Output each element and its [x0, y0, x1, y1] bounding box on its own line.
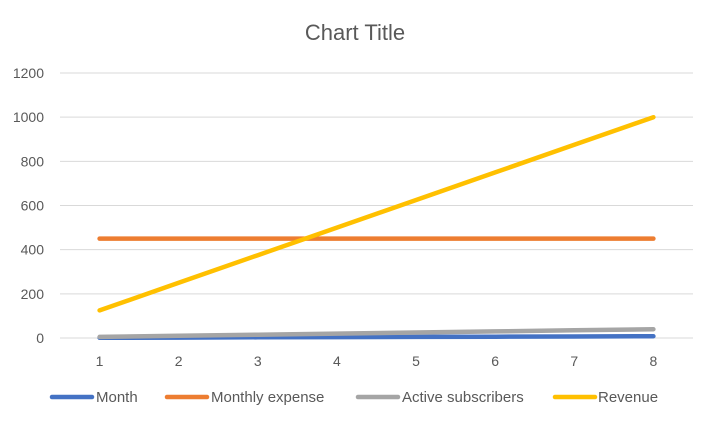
x-axis-tick-labels: 1 2 3 4 5 6 7 8	[96, 353, 658, 369]
legend-label-revenue: Revenue	[598, 389, 658, 406]
legend-label-active-subscribers: Active subscribers	[402, 389, 524, 406]
series-line-revenue	[97, 114, 656, 313]
x-tick-label: 2	[175, 353, 183, 369]
series-line-active-subscribers	[97, 326, 656, 340]
y-tick-label: 1000	[13, 109, 44, 125]
x-tick-label: 4	[333, 353, 341, 369]
chart-title: Chart Title	[305, 20, 405, 45]
y-axis-tick-labels: 0 200 400 600 800 1000 1200	[13, 65, 44, 346]
y-tick-label: 600	[21, 198, 45, 214]
x-tick-label: 7	[570, 353, 578, 369]
x-tick-label: 5	[412, 353, 420, 369]
x-tick-label: 1	[96, 353, 104, 369]
legend-label-month: Month	[96, 389, 138, 406]
x-tick-label: 6	[491, 353, 499, 369]
y-tick-label: 1200	[13, 65, 44, 81]
x-tick-label: 8	[650, 353, 658, 369]
legend-label-monthly-expense: Monthly expense	[211, 389, 324, 406]
y-tick-label: 200	[21, 286, 45, 302]
y-tick-label: 800	[21, 153, 45, 169]
x-tick-label: 3	[254, 353, 262, 369]
legend: Month Monthly expense Active subscribers Re…	[49, 389, 658, 406]
gridlines	[60, 72, 693, 339]
y-tick-label: 0	[36, 330, 44, 346]
y-tick-label: 400	[21, 242, 45, 258]
series-lines	[97, 114, 656, 341]
